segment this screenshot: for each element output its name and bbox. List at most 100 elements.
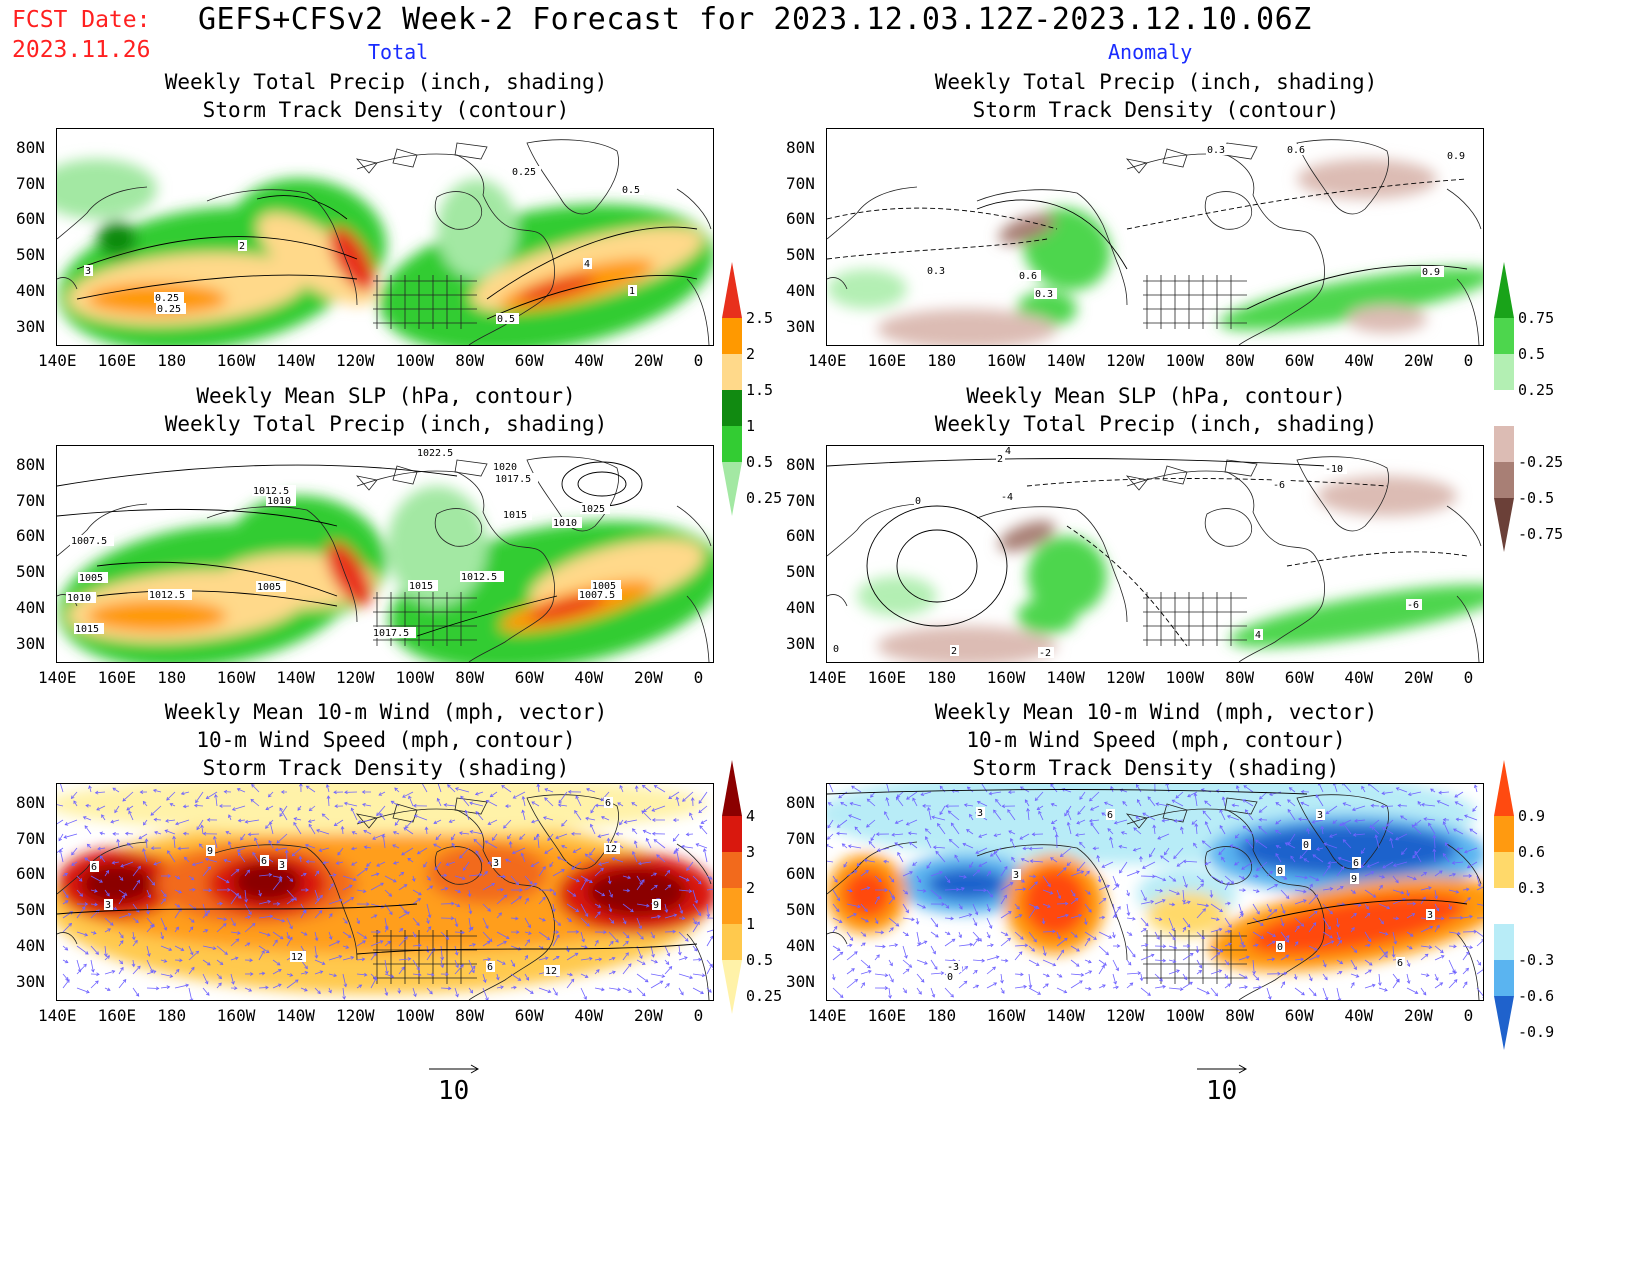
- colorbar-label: -0.3: [1518, 951, 1555, 969]
- colorbar-segment: [1494, 924, 1514, 960]
- contour-label: 3: [977, 808, 983, 819]
- contour-label: 0: [1277, 942, 1283, 953]
- longitude-tick-label: 140E: [808, 1006, 847, 1025]
- longitude-tick-label: 140W: [276, 351, 315, 370]
- colorbar-segment: [722, 816, 742, 852]
- longitude-tick-label: 40W: [574, 668, 604, 687]
- longitude-tick-label: 180: [927, 351, 957, 370]
- longitude-tick-label: 0: [1463, 351, 1474, 370]
- contour-label: 6: [91, 862, 97, 873]
- longitude-tick-label: 160E: [97, 351, 137, 370]
- colorbar-label: 2: [746, 345, 756, 363]
- colorbar-segment: [1494, 760, 1514, 816]
- panel-title-line: Weekly Mean SLP (hPa, contour): [966, 384, 1346, 408]
- contour-label: 0: [915, 496, 921, 507]
- longitude-tick-label: 160E: [97, 668, 137, 687]
- colorbar-segment: [1494, 262, 1514, 318]
- latitude-tick-label: 60N: [786, 209, 815, 229]
- contour-label: 1005: [592, 581, 616, 592]
- colorbar-segment: [1494, 426, 1514, 462]
- panel-title-line: Storm Track Density (shading): [972, 756, 1340, 780]
- contour-label: 1005: [257, 582, 281, 593]
- longitude-tick-label: 40W: [574, 1006, 604, 1025]
- longitude-tick-label: 140W: [276, 1006, 315, 1025]
- longitude-tick-label: 160W: [216, 351, 256, 370]
- colorbar-precip-anomaly: [1494, 262, 1514, 552]
- longitude-tick-label: 40W: [1344, 351, 1374, 370]
- longitude-tick-label: 160E: [867, 1006, 907, 1025]
- colorbar-label: 1: [746, 417, 756, 435]
- contour-label: 1015: [409, 581, 433, 592]
- contour-label: 3: [279, 860, 285, 871]
- longitude-tick-label: 160W: [986, 351, 1026, 370]
- contour-label: 0: [1277, 866, 1283, 877]
- longitude-tick-label: 40W: [1344, 668, 1374, 687]
- colorbar-segment: [1494, 960, 1514, 996]
- colorbar-label: -0.9: [1518, 1023, 1555, 1041]
- column-header-anomaly: Anomaly: [1108, 40, 1193, 64]
- contour-label: 0.3: [927, 266, 945, 277]
- panel-title-wind-total: Weekly Mean 10-m Wind (mph, vector) 10-m…: [56, 698, 716, 782]
- colorbar-segment: [722, 426, 742, 462]
- longitude-tick-label: 80W: [455, 351, 485, 370]
- contour-label: 6: [487, 962, 493, 973]
- longitude-tick-label: 0: [693, 1006, 704, 1025]
- longitude-tick-label: 20W: [634, 668, 663, 687]
- panel-title-line: 10-m Wind Speed (mph, contour): [966, 728, 1346, 752]
- longitude-tick-label: 80W: [1225, 668, 1255, 687]
- contour-label: 0.6: [1019, 271, 1037, 282]
- longitude-tick-label: 140E: [38, 1006, 77, 1025]
- latitude-tick-label: 30N: [16, 971, 45, 991]
- latitude-tick-label: 40N: [786, 935, 815, 955]
- map-slp-anomaly: 2 4 0 -10 -6 -4 2 -2 0 -6 4: [826, 445, 1484, 663]
- longitude-tick-label: 60W: [1284, 668, 1314, 687]
- panel-title-wind-anom: Weekly Mean 10-m Wind (mph, vector) 10-m…: [826, 698, 1486, 782]
- contour-label: 12: [605, 844, 617, 855]
- contour-label: 1010: [67, 593, 91, 604]
- longitude-tick-label: 20W: [1404, 351, 1433, 370]
- map-precip-total: 0.25 0.5 3 2 1 4 0.25 0.5 0.25: [56, 128, 714, 346]
- colorbar-segment: [1494, 996, 1514, 1050]
- latitude-tick-label: 60N: [16, 864, 45, 884]
- latitude-tick-label: 40N: [786, 597, 815, 617]
- panel-title-line: Weekly Total Precip (inch, shading): [164, 412, 608, 436]
- panel-title-line: Weekly Mean SLP (hPa, contour): [196, 384, 576, 408]
- colorbar-label: 0.75: [1518, 309, 1555, 327]
- latitude-tick-label: 80N: [16, 138, 45, 157]
- latitude-tick-label: 80N: [16, 793, 45, 812]
- contour-label: 0.9: [1447, 151, 1465, 162]
- longitude-tick-label: 80W: [455, 1006, 485, 1025]
- contour-label: 6: [605, 798, 611, 809]
- colorbar-segment: [722, 462, 742, 516]
- longitude-tick-label: 140W: [276, 668, 315, 687]
- longitude-tick-label: 140W: [1046, 668, 1085, 687]
- longitude-tick-label: 120W: [1106, 351, 1145, 370]
- colorbar-segment: [722, 924, 742, 960]
- contour-label: 0.25: [155, 293, 179, 304]
- contour-label: 6: [1107, 810, 1113, 821]
- latitude-tick-label: 40N: [786, 280, 815, 300]
- contour-label: 0.9: [1422, 267, 1440, 278]
- contour-label: 6: [1397, 958, 1403, 969]
- contour-label: 3: [1317, 810, 1323, 821]
- contour-label: 3: [1013, 870, 1019, 881]
- colorbar-label: 0.25: [746, 987, 783, 1005]
- longitude-tick-label: 20W: [1404, 1006, 1433, 1025]
- contour-label: -6: [1407, 600, 1419, 611]
- contour-label: 1: [629, 286, 635, 297]
- longitude-tick-label: 160W: [216, 1006, 256, 1025]
- latitude-tick-label: 60N: [16, 209, 45, 229]
- contour-label: 0.5: [497, 314, 515, 325]
- contour-label: 1025: [581, 504, 605, 515]
- latitude-tick-label: 70N: [786, 828, 815, 848]
- colorbar-storm-track-total: [722, 760, 742, 1028]
- contour-label: 12: [291, 952, 303, 963]
- colorbar-label: -0.75: [1518, 525, 1564, 543]
- colorbar-label: 0.25: [1518, 381, 1555, 399]
- map-precip-anomaly: 0.3 0.6 0.9 0.3 0.9 0.6 0.3: [826, 128, 1484, 346]
- longitude-tick-label: 180: [927, 668, 957, 687]
- contour-label: 4: [1005, 446, 1011, 457]
- contour-label: 3: [493, 858, 499, 869]
- colorbar-label: 3: [746, 843, 756, 861]
- map-wind-total: 6 9 3 6 3 12 6 3 12 9 12 6: [56, 783, 714, 1001]
